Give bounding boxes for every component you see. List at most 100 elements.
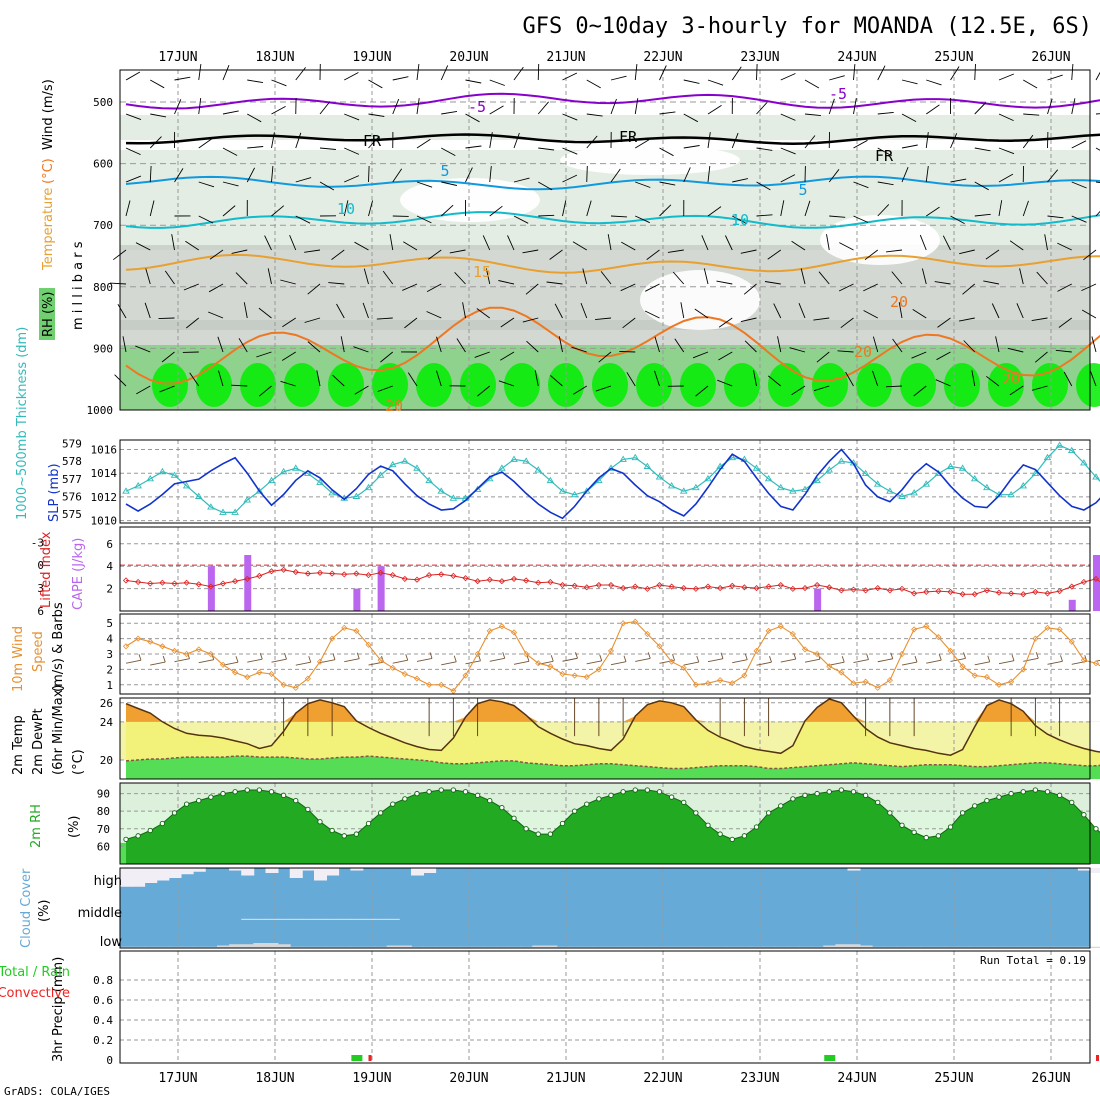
wind-barb [562,200,567,217]
wind-barb [942,235,951,251]
wind-barb [125,200,131,217]
wind-barb [150,113,167,118]
thickness-tick: 579 [62,438,82,451]
li-marker [1080,578,1087,586]
wind-speed-marker [911,626,918,633]
li-marker [232,578,239,585]
wind-barb [403,241,418,251]
thickness-marker [352,492,361,499]
cloud-bar-low [132,946,146,948]
wind-barb [149,165,152,183]
wind-barb [837,350,854,353]
rh-high-patch [196,363,232,407]
wind-speed-marker [959,663,966,670]
wind-barb [416,138,431,149]
cloud-bar-low [447,946,461,948]
cloud-bar-low [338,946,352,948]
wind-barb [974,147,991,152]
date-label-top: 18JUN [255,50,294,65]
thickness-marker [388,460,397,468]
rh-marker [220,790,226,797]
wind-barb [344,72,359,81]
surface-wind-barb-feather [1035,652,1039,659]
rh-high-patch [284,363,320,407]
precip-convective-label: Convective [0,986,70,1001]
wind-barb [654,370,660,387]
rh-marker [426,789,432,795]
wind-barb [482,235,491,251]
wind-barb [280,380,296,387]
thickness-marker [328,489,336,496]
cloud-bar-middle [265,918,279,920]
rh-marker [935,833,942,839]
surface-wind-barb [1047,660,1063,665]
wind-barb [537,101,549,115]
cloud-bar-low [168,946,182,948]
temp-line [125,698,1100,756]
wind-speed-marker [947,647,954,654]
li-marker [704,583,712,590]
wind-barb [998,173,1014,183]
precip-convective-bar [1096,1055,1099,1061]
rh-marker [656,789,663,795]
li-marker [135,578,142,586]
wind-barb [845,371,854,387]
contour-label: FR [875,147,894,165]
wind-barb [161,351,175,363]
li-marker [304,570,311,577]
wind-barb [271,79,287,87]
wind-barb [1016,303,1024,319]
date-label-bottom: 21JUN [546,1071,585,1086]
thickness-marker [413,464,421,471]
temp-side-label: (°C) [71,749,86,775]
rh-high-patch [328,363,364,407]
wind-barb [454,271,466,285]
wind-barb [901,167,909,183]
thickness-marker [170,471,179,478]
wind-speed-marker [498,623,505,630]
thickness-marker [243,496,252,503]
wind-barb [149,200,155,217]
precip-total-bar [351,1055,363,1061]
surface-wind-barb-feather [623,655,627,662]
cloud-bar-low [350,946,364,948]
wind-barb [798,303,806,319]
wind-barb [768,375,782,387]
wind-speed-marker [1092,660,1100,667]
li-marker [195,581,202,588]
li-marker [753,585,760,592]
li-marker [1020,591,1027,598]
cape-bar [244,555,252,611]
cloud-unit-label: (%) [37,900,52,923]
date-label-top: 24JUN [837,50,876,65]
cloud-bar-low [823,945,837,948]
wind-barb [971,370,976,387]
wind-barb [485,268,491,285]
cloud-bar-low [217,945,230,948]
temp-tick: 24 [100,716,114,729]
upper-side-labels: RH (%) Temperature (°C) Wind (m/s) [39,79,56,340]
contour-label: 20 [385,397,403,415]
date-label-top: 20JUN [449,50,488,65]
surface-wind-barb-feather [841,656,845,663]
wind-barb [183,283,199,291]
rh-high-patch [152,363,188,407]
li-axis-label: Lifted Index [39,531,54,608]
wind-barb [332,374,345,387]
cloud-bar-high [350,868,364,871]
wind-barb [635,215,650,224]
wind-barb [319,101,331,115]
thickness-marker [304,469,312,477]
wind-barb [449,249,466,254]
li-marker [959,591,966,598]
wind-barb [864,249,879,261]
wind-barb [436,370,442,387]
wind-barb [919,234,927,251]
wind-barb [659,147,674,157]
panel-frame-li [119,526,1091,612]
wind-barb [886,249,903,253]
wind-barb [731,66,742,81]
contour-label: 20 [890,293,908,311]
precip-total-label: Total / Rain [0,965,70,980]
